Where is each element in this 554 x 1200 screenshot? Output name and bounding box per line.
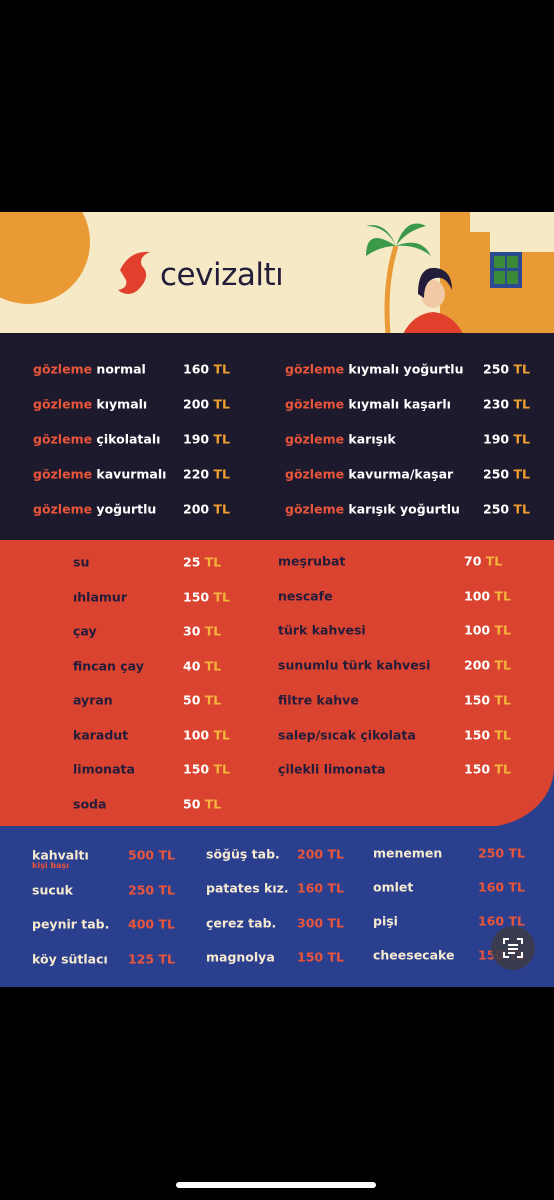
- item-name: gözleme kıymalı kaşarlı: [285, 396, 451, 412]
- item-name: gözleme karışık yoğurtlu: [285, 501, 460, 517]
- gozleme-section: [0, 333, 554, 541]
- scan-icon: [503, 938, 523, 958]
- item-name: gözleme çikolatalı: [33, 431, 161, 447]
- item-price: 250 TL: [483, 361, 530, 377]
- item-price: 200 TL: [464, 657, 511, 673]
- item-name: cheesecake: [373, 947, 455, 963]
- item-price: 150 TL: [464, 727, 511, 742]
- item-name: limonata: [73, 761, 135, 777]
- item-name: meşrubat: [278, 553, 346, 569]
- item-price: 190 TL: [483, 431, 530, 447]
- item-name: karadut: [73, 727, 129, 742]
- item-name: patates kız.: [206, 880, 289, 896]
- item-price: 100 TL: [464, 622, 511, 638]
- drinks-section: [0, 540, 554, 827]
- item-price: 200 TL: [183, 501, 230, 517]
- item-price: 160 TL: [183, 361, 230, 377]
- item-price: 160 TL: [478, 913, 525, 929]
- item-price: 150 TL: [464, 761, 511, 777]
- item-price: 160 TL: [478, 879, 525, 895]
- item-name: gözleme kavurmalı: [33, 466, 167, 482]
- item-name: magnolya: [206, 949, 275, 965]
- item-price: 150 TL: [183, 589, 230, 604]
- item-name: fincan çay: [73, 658, 144, 673]
- item-price: 200 TL: [297, 846, 344, 862]
- item-name: sunumlu türk kahvesi: [278, 657, 431, 673]
- item-price: 160 TL: [297, 880, 344, 896]
- scan-button[interactable]: [491, 926, 535, 970]
- item-price: 250 TL: [478, 845, 525, 861]
- item-price: 40 TL: [183, 658, 222, 673]
- item-price: 50 TL: [183, 796, 222, 811]
- item-name: gözleme karışık: [285, 431, 396, 447]
- item-price: 150 TL: [464, 692, 511, 708]
- item-name: çerez tab.: [206, 915, 277, 931]
- item-price: 100 TL: [183, 727, 230, 742]
- item-price: 150 TL: [183, 761, 230, 777]
- item-price: 25 TL: [183, 554, 222, 570]
- item-name: filtre kahve: [278, 692, 359, 708]
- item-name: gözleme yoğurtlu: [33, 501, 157, 517]
- item-name: kahvaltı: [32, 847, 89, 863]
- item-price: 150 TL: [297, 949, 344, 965]
- item-price: 200 TL: [183, 396, 230, 412]
- item-price: 500 TL: [128, 847, 175, 863]
- item-price: 100 TL: [464, 588, 511, 604]
- item-name: gözleme kavurma/kaşar: [285, 466, 454, 482]
- menu-header: cevizaltı: [0, 212, 554, 334]
- item-name: salep/sıcak çikolata: [278, 727, 416, 742]
- item-name: pişi: [373, 913, 398, 929]
- item-name: sucuk: [32, 882, 73, 898]
- item-price: 300 TL: [297, 915, 344, 931]
- item-name: su: [73, 554, 90, 570]
- item-name: soda: [73, 796, 107, 811]
- item-price: 70 TL: [464, 553, 503, 569]
- item-name: peynir tab.: [32, 916, 110, 932]
- item-name: gözleme kıymalı: [33, 396, 148, 412]
- item-name: ıhlamur: [73, 589, 127, 604]
- item-name: ayran: [73, 692, 113, 708]
- logo: cevizaltı: [160, 257, 284, 293]
- item-price: 125 TL: [128, 951, 175, 967]
- item-name: söğüş tab.: [206, 846, 280, 862]
- item-price: 250 TL: [483, 466, 530, 482]
- home-indicator: [176, 1182, 376, 1188]
- item-name: köy sütlacı: [32, 951, 108, 967]
- item-price: 400 TL: [128, 916, 175, 932]
- header-art: [0, 212, 554, 334]
- item-name: çay: [73, 623, 97, 639]
- food-section: [0, 826, 554, 987]
- item-price: 250 TL: [483, 501, 530, 517]
- item-name: nescafe: [278, 588, 333, 604]
- item-price: 30 TL: [183, 623, 222, 639]
- item-name: türk kahvesi: [278, 622, 366, 638]
- item-name: menemen: [373, 845, 443, 861]
- item-name: gözleme kıymalı yoğurtlu: [285, 361, 464, 377]
- item-note: kişi başı: [32, 861, 69, 870]
- item-price: 250 TL: [128, 882, 175, 898]
- item-name: gözleme normal: [33, 361, 146, 377]
- item-price: 230 TL: [483, 396, 530, 412]
- item-price: 190 TL: [183, 431, 230, 447]
- item-price: 50 TL: [183, 692, 222, 708]
- item-price: 220 TL: [183, 466, 230, 482]
- item-name: çilekli limonata: [278, 761, 386, 777]
- item-name: omlet: [373, 879, 414, 895]
